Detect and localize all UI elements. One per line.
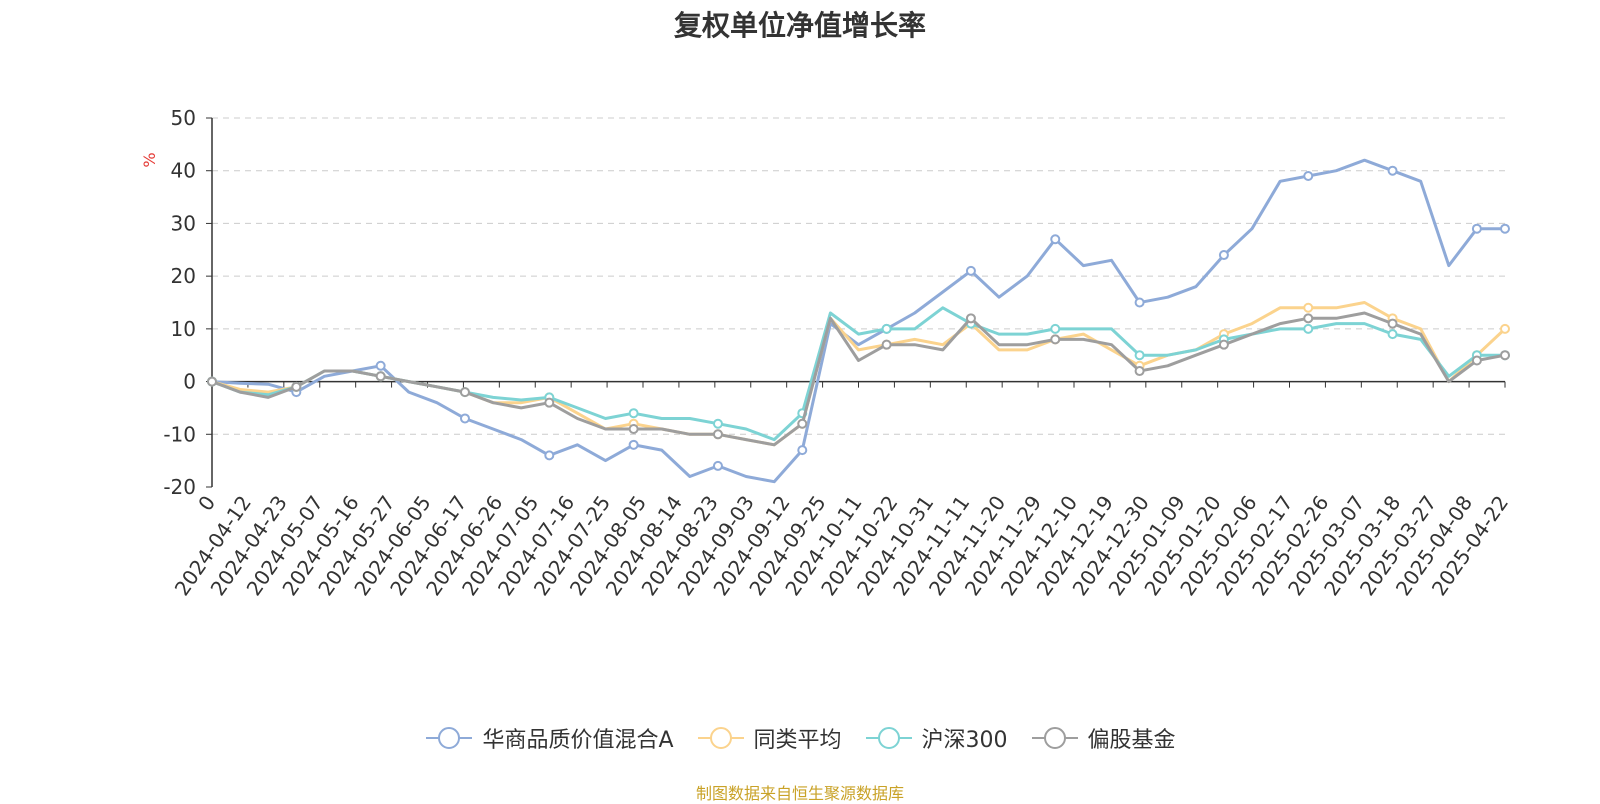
y-axis-label: % bbox=[140, 152, 159, 167]
y-tick-label: -20 bbox=[163, 475, 196, 499]
axes bbox=[206, 117, 1506, 488]
data-point bbox=[881, 339, 892, 350]
data-point bbox=[1134, 366, 1145, 377]
legend: 华商品质价值混合A 同类平均 沪深300 偏股基金 bbox=[0, 722, 1600, 754]
data-point bbox=[628, 408, 639, 419]
data-point bbox=[965, 313, 976, 324]
data-point bbox=[1134, 297, 1145, 308]
data-point bbox=[712, 429, 723, 440]
data-point bbox=[459, 413, 470, 424]
legend-item[interactable]: 华商品质价值混合A bbox=[424, 722, 674, 754]
data-point bbox=[207, 376, 217, 387]
data-point bbox=[375, 371, 386, 382]
data-point bbox=[1050, 334, 1061, 345]
data-point bbox=[965, 265, 976, 276]
y-tick-label: 30 bbox=[171, 211, 196, 235]
data-point bbox=[1134, 350, 1145, 361]
source-note: 制图数据来自恒生聚源数据库 bbox=[695, 784, 904, 803]
data-point bbox=[544, 450, 555, 461]
data-point bbox=[628, 439, 639, 450]
legend-marker-icon bbox=[865, 727, 912, 749]
data-point bbox=[1303, 313, 1314, 324]
legend-item[interactable]: 同类平均 bbox=[696, 722, 842, 754]
data-point bbox=[1500, 223, 1510, 234]
legend-item[interactable]: 沪深300 bbox=[864, 722, 1008, 754]
y-tick-label: 50 bbox=[171, 106, 196, 130]
data-point bbox=[797, 418, 808, 429]
y-tick-label: 0 bbox=[183, 370, 196, 394]
data-point bbox=[291, 381, 302, 392]
data-point bbox=[628, 424, 639, 435]
data-point bbox=[1387, 165, 1398, 176]
y-tick-labels: -20 -10 0 10 20 30 40 50 bbox=[163, 106, 196, 499]
legend-item[interactable]: 偏股基金 bbox=[1030, 722, 1176, 754]
chart-title: 复权单位净值增长率 bbox=[673, 9, 926, 42]
data-point bbox=[1218, 250, 1229, 261]
data-point bbox=[881, 323, 892, 334]
data-point bbox=[712, 418, 723, 429]
legend-marker-icon bbox=[697, 727, 744, 749]
line-chart: -20 -10 0 10 20 30 40 50 02024-04-122024-04-232… bbox=[140, 106, 1513, 600]
legend-label: 沪深300 bbox=[921, 728, 1008, 753]
series-line-3 bbox=[211, 311, 1506, 447]
data-point bbox=[1500, 323, 1510, 334]
data-point bbox=[1500, 350, 1510, 361]
data-point bbox=[1303, 302, 1314, 313]
data-point bbox=[1303, 323, 1314, 334]
data-point bbox=[375, 360, 386, 371]
data-point bbox=[459, 387, 470, 398]
data-point bbox=[1050, 323, 1061, 334]
legend-label: 华商品质价值混合A bbox=[482, 728, 674, 753]
series-line-0 bbox=[211, 158, 1505, 484]
y-tick-label: -10 bbox=[163, 422, 196, 446]
data-point bbox=[544, 397, 555, 408]
series-line-1 bbox=[211, 301, 1507, 447]
legend-label: 同类平均 bbox=[753, 728, 842, 753]
data-point bbox=[1387, 329, 1398, 340]
y-tick-label: 10 bbox=[171, 317, 196, 341]
series-lines bbox=[207, 158, 1510, 484]
data-point bbox=[1050, 234, 1061, 245]
data-point bbox=[1303, 170, 1314, 181]
data-point bbox=[712, 460, 723, 471]
y-tick-label: 40 bbox=[171, 159, 196, 183]
x-tick-label: 0 bbox=[193, 491, 220, 515]
y-tick-label: 20 bbox=[171, 264, 196, 288]
x-tick-labels: 02024-04-122024-04-232024-05-072024-05-1… bbox=[170, 491, 1513, 600]
legend-label: 偏股基金 bbox=[1087, 728, 1176, 753]
data-point bbox=[797, 445, 808, 456]
legend-marker-icon bbox=[1031, 727, 1078, 749]
data-point bbox=[1387, 318, 1398, 329]
legend-marker-icon bbox=[426, 727, 473, 749]
data-point bbox=[1218, 339, 1229, 350]
data-point bbox=[1471, 223, 1482, 234]
data-point bbox=[1471, 355, 1482, 366]
